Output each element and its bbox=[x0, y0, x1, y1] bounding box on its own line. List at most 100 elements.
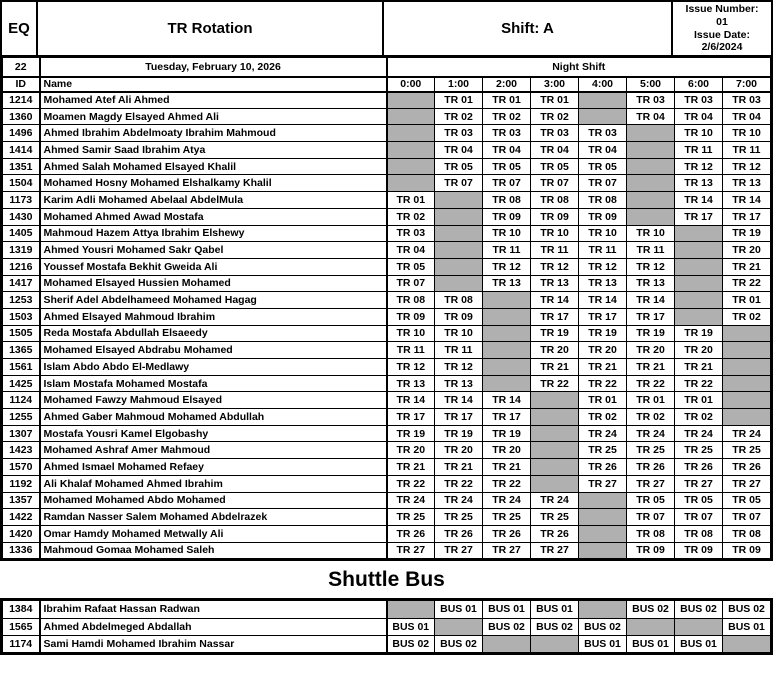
employee-name-cell: Mohamed Hosny Mohamed Elshalkamy Khalil bbox=[39, 174, 388, 193]
assignment-cell: TR 17 bbox=[386, 408, 435, 426]
assignment-cell: TR 03 bbox=[578, 124, 627, 143]
employee-name-cell: Mohamed Ahmed Awad Mostafa bbox=[39, 207, 388, 226]
assignment-cell: TR 19 bbox=[530, 324, 579, 343]
assignment-cell: TR 17 bbox=[722, 207, 771, 226]
assignment-cell-empty bbox=[626, 141, 675, 159]
assignment-cell: TR 03 bbox=[482, 124, 531, 143]
assignment-cell: TR 22 bbox=[578, 374, 627, 393]
shuttle-section-title: Shuttle Bus bbox=[328, 567, 445, 591]
assignment-cell: BUS 02 bbox=[722, 600, 771, 619]
assignment-cell: TR 14 bbox=[674, 191, 723, 209]
schedule-row: 1504 Mohamed Hosny Mohamed Elshalkamy Kha… bbox=[2, 174, 771, 193]
assignment-cell-empty bbox=[386, 600, 435, 619]
assignment-cell: BUS 01 bbox=[530, 600, 579, 619]
schedule-row: 1570 Ahmed Ismael Mohamed Refaey TR 21 TR 2… bbox=[2, 458, 771, 476]
employee-name-cell: Mohamed Mohamed Abdo Mohamed bbox=[39, 491, 388, 510]
assignment-cell: TR 03 bbox=[626, 91, 675, 109]
assignment-cell: TR 22 bbox=[626, 374, 675, 393]
assignment-cell: TR 12 bbox=[722, 157, 771, 176]
employee-id-cell: 1417 bbox=[2, 274, 41, 293]
assignment-cell: TR 20 bbox=[626, 341, 675, 359]
assignment-cell: TR 01 bbox=[722, 291, 771, 309]
assignment-cell: TR 04 bbox=[386, 241, 435, 259]
assignment-cell-empty bbox=[434, 241, 483, 259]
assignment-cell: TR 27 bbox=[626, 474, 675, 493]
assignment-cell: TR 19 bbox=[482, 424, 531, 443]
assignment-cell: TR 20 bbox=[434, 441, 483, 460]
employee-id-cell: 1351 bbox=[2, 157, 41, 176]
assignment-cell: TR 19 bbox=[626, 324, 675, 343]
assignment-cell: TR 05 bbox=[578, 157, 627, 176]
assignment-cell-empty bbox=[722, 358, 771, 376]
assignment-cell-empty bbox=[434, 224, 483, 243]
assignment-cell: BUS 02 bbox=[578, 617, 627, 637]
issue-info-cell: Issue Number: 01 Issue Date: 2/6/2024 bbox=[673, 2, 771, 55]
assignment-cell: TR 21 bbox=[386, 458, 435, 476]
assignment-cell: TR 09 bbox=[722, 541, 771, 560]
employee-id-cell: 1565 bbox=[2, 617, 41, 637]
assignment-cell: TR 22 bbox=[722, 274, 771, 293]
assignment-cell: TR 01 bbox=[386, 191, 435, 209]
schedule-row: 1430 Mohamed Ahmed Awad Mostafa TR 02 TR 09… bbox=[2, 207, 771, 226]
employee-name-cell: Moamen Magdy Elsayed Ahmed Ali bbox=[39, 107, 388, 126]
assignment-cell: TR 27 bbox=[386, 541, 435, 560]
assignment-cell: TR 26 bbox=[626, 458, 675, 476]
assignment-cell-empty bbox=[530, 424, 579, 443]
employee-name-cell: Ibrahim Rafaat Hassan Radwan bbox=[39, 600, 388, 619]
time-slot-header: 7:00 bbox=[722, 76, 771, 93]
assignment-cell-empty bbox=[482, 358, 531, 376]
shuttle-section-header: Shuttle Bus bbox=[0, 561, 773, 598]
assignment-cell: TR 22 bbox=[530, 374, 579, 393]
assignment-cell-empty bbox=[626, 157, 675, 176]
assignment-cell-empty bbox=[482, 291, 531, 309]
time-slot-header: 0:00 bbox=[386, 76, 435, 93]
employee-name-cell: Ahmed Ibrahim Abdelmoaty Ibrahim Mahmoud bbox=[39, 124, 388, 143]
assignment-cell-empty bbox=[530, 458, 579, 476]
assignment-cell: TR 03 bbox=[674, 91, 723, 109]
assignment-cell: TR 12 bbox=[386, 358, 435, 376]
assignment-cell: TR 27 bbox=[434, 541, 483, 560]
assignment-cell: TR 20 bbox=[674, 341, 723, 359]
assignment-cell: TR 08 bbox=[386, 291, 435, 309]
assignment-cell: TR 26 bbox=[530, 524, 579, 543]
employee-name-cell: Omar Hamdy Mohamed Metwally Ali bbox=[39, 524, 388, 543]
assignment-cell: TR 10 bbox=[722, 124, 771, 143]
employee-name-cell: Mohamed Atef Ali Ahmed bbox=[39, 91, 388, 109]
assignment-cell: TR 02 bbox=[674, 408, 723, 426]
employee-id-cell: 1503 bbox=[2, 307, 41, 326]
assignment-cell: TR 26 bbox=[578, 458, 627, 476]
employee-name-cell: Mostafa Yousri Kamel Elgobashy bbox=[39, 424, 388, 443]
employee-id-cell: 1430 bbox=[2, 207, 41, 226]
schedule-row: 1192 Ali Khalaf Mohamed Ahmed Ibrahim TR 2… bbox=[2, 474, 771, 493]
schedule-row: 1565 Ahmed Abdelmeged Abdallah BUS 01 BUS 0… bbox=[2, 617, 771, 637]
assignment-cell-empty bbox=[434, 191, 483, 209]
employee-name-cell: Ahmed Gaber Mahmoud Mohamed Abdullah bbox=[39, 408, 388, 426]
assignment-cell: BUS 02 bbox=[434, 635, 483, 654]
assignment-cell: TR 02 bbox=[578, 408, 627, 426]
assignment-cell-empty bbox=[674, 257, 723, 276]
schedule-row: 1414 Ahmed Samir Saad Ibrahim Atya TR 04 TR… bbox=[2, 141, 771, 159]
schedule-row: 1253 Sherif Adel Abdelhameed Mohamed Haga… bbox=[2, 291, 771, 309]
assignment-cell: TR 09 bbox=[578, 207, 627, 226]
assignment-cell: TR 08 bbox=[722, 524, 771, 543]
assignment-cell: TR 19 bbox=[722, 224, 771, 243]
assignment-cell: TR 13 bbox=[434, 374, 483, 393]
assignment-cell: TR 19 bbox=[434, 424, 483, 443]
issue-number-label: Issue Number: bbox=[685, 2, 759, 15]
assignment-cell-empty bbox=[434, 207, 483, 226]
column-header-row: ID Name 0:00 1:00 2:00 3:00 4:00 5:00 6:00 7:00 bbox=[2, 76, 771, 93]
assignment-cell-empty bbox=[626, 207, 675, 226]
assignment-cell: TR 25 bbox=[722, 441, 771, 460]
assignment-cell-empty bbox=[578, 600, 627, 619]
assignment-cell-empty bbox=[482, 635, 531, 654]
assignment-cell: TR 24 bbox=[434, 491, 483, 510]
assignment-cell-empty bbox=[386, 124, 435, 143]
assignment-cell: TR 11 bbox=[386, 341, 435, 359]
assignment-cell: TR 07 bbox=[626, 508, 675, 526]
assignment-cell: TR 07 bbox=[722, 508, 771, 526]
assignment-cell: TR 24 bbox=[722, 424, 771, 443]
schedule-row: 1307 Mostafa Yousri Kamel Elgobashy TR 19 T… bbox=[2, 424, 771, 443]
assignment-cell: TR 12 bbox=[530, 257, 579, 276]
employee-id-cell: 1253 bbox=[2, 291, 41, 309]
